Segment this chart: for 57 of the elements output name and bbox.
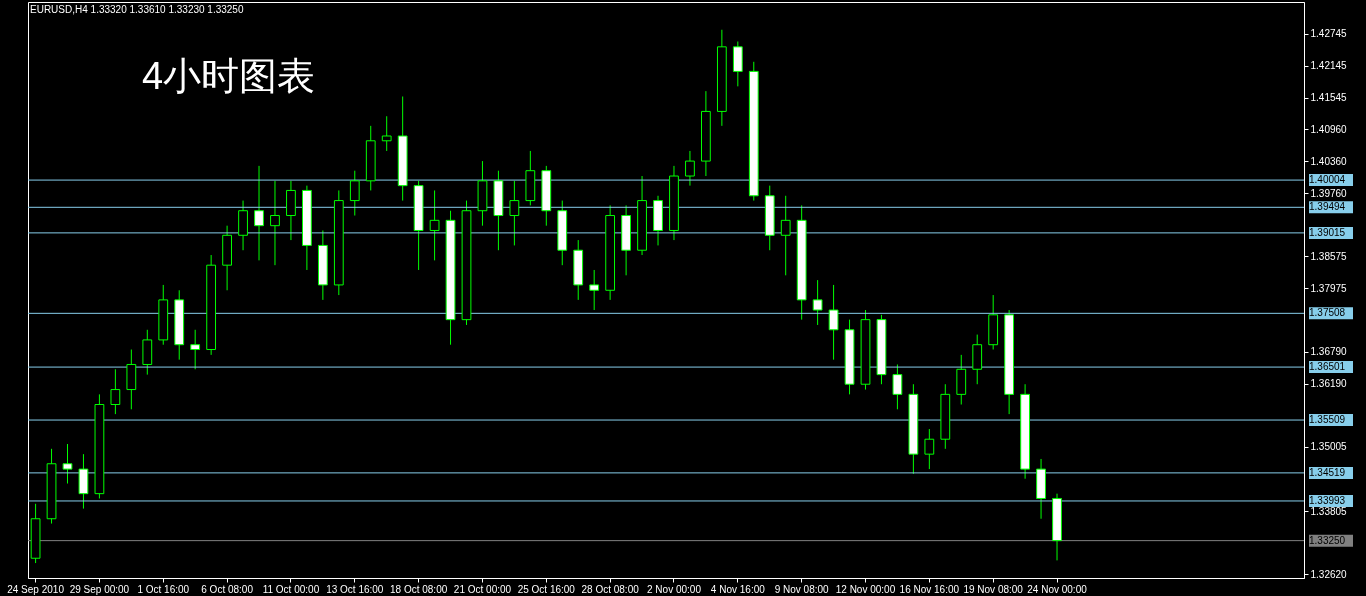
candlestick xyxy=(812,279,823,326)
x-tick-label: 25 Oct 16:00 xyxy=(517,583,576,595)
y-tick-label: 1.40960 xyxy=(1310,123,1348,135)
candlestick xyxy=(254,165,264,261)
y-tick-label: 1.37975 xyxy=(1310,282,1348,294)
y-tick-label: 1.42745 xyxy=(1310,28,1348,40)
candlestick xyxy=(349,170,360,217)
x-tick-label: 2 Nov 00:00 xyxy=(647,583,702,595)
y-tick-label: 1.36190 xyxy=(1310,378,1348,390)
ref-line-label: 1.39494 xyxy=(1309,201,1346,213)
x-tick-label: 9 Nov 08:00 xyxy=(774,583,830,595)
candlestick xyxy=(270,180,280,266)
candlestick xyxy=(892,363,903,410)
chart-title: EURUSD,H4 1.33320 1.33610 1.33230 1.33250 xyxy=(30,4,244,15)
candlestick xyxy=(780,195,791,276)
candlestick xyxy=(924,428,935,470)
y-tick-label: 1.40360 xyxy=(1310,155,1348,167)
ref-line-label: 1.35509 xyxy=(1309,414,1346,426)
x-tick-label: 1 Oct 16:00 xyxy=(137,583,190,595)
ref-line-label: 1.33250 xyxy=(1309,534,1346,546)
candlestick xyxy=(190,329,201,370)
x-tick-label: 12 Nov 00:00 xyxy=(835,583,896,595)
y-tick-label: 1.32620 xyxy=(1310,568,1348,580)
x-tick-label: 29 Sep 00:00 xyxy=(69,583,130,595)
ref-line-label: 1.33993 xyxy=(1309,494,1346,506)
x-tick-label: 28 Oct 08:00 xyxy=(581,583,640,595)
y-tick-label: 1.35005 xyxy=(1310,441,1348,453)
x-tick-label: 19 Nov 08:00 xyxy=(963,583,1024,595)
annotation: 4小时图表 xyxy=(142,55,316,97)
candlestick xyxy=(62,443,73,485)
candlestick xyxy=(429,189,440,261)
ref-line-label: 1.40004 xyxy=(1309,174,1346,186)
y-tick-label: 1.39760 xyxy=(1310,187,1348,199)
ref-line-label: 1.39015 xyxy=(1309,226,1346,238)
x-tick-label: 24 Sep 2010 xyxy=(7,583,65,595)
candlestick xyxy=(685,150,695,187)
ref-line-label: 1.37508 xyxy=(1309,307,1346,319)
ref-line-label: 1.36501 xyxy=(1309,361,1346,373)
candlestick xyxy=(589,269,600,311)
y-tick-label: 1.33805 xyxy=(1310,505,1348,517)
y-tick-label: 1.41545 xyxy=(1310,92,1348,104)
y-tick-label: 1.42145 xyxy=(1310,60,1348,72)
x-tick-label: 11 Oct 00:00 xyxy=(262,583,320,595)
x-tick-label: 24 Nov 00:00 xyxy=(1027,583,1088,595)
x-tick-label: 6 Oct 08:00 xyxy=(201,583,254,595)
x-tick-label: 4 Nov 16:00 xyxy=(710,583,766,595)
ref-line-label: 1.34519 xyxy=(1309,466,1346,478)
x-tick-label: 16 Nov 16:00 xyxy=(899,583,960,595)
x-tick-label: 18 Oct 08:00 xyxy=(389,583,448,595)
y-tick-label: 1.36790 xyxy=(1310,346,1348,358)
x-tick-label: 21 Oct 00:00 xyxy=(453,583,512,595)
x-tick-label: 13 Oct 16:00 xyxy=(326,583,384,595)
candlestick xyxy=(110,368,121,415)
candlestick xyxy=(509,180,520,246)
candlestick xyxy=(828,284,839,361)
y-tick-label: 1.38575 xyxy=(1310,250,1348,262)
candlestick xyxy=(381,115,392,152)
